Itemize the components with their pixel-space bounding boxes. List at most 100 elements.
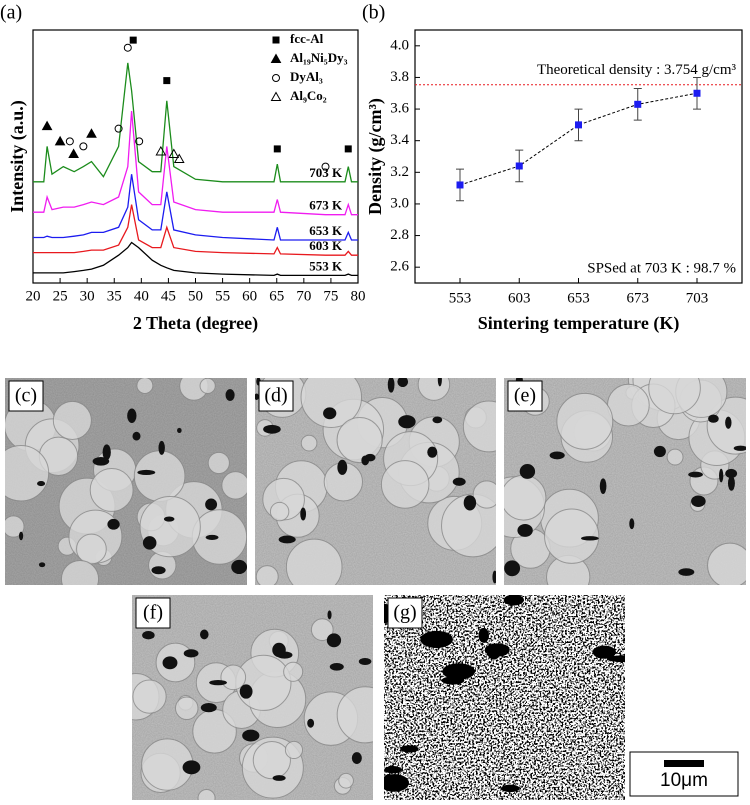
label-box <box>8 380 44 412</box>
y-axis-title: Intensity (a.u.) <box>7 100 28 213</box>
pore <box>688 471 703 478</box>
grain <box>285 538 343 585</box>
pore <box>142 630 155 640</box>
x-tick-label: 75 <box>323 288 338 304</box>
panel-label: (a) <box>0 2 22 24</box>
pore <box>132 431 141 441</box>
pore <box>397 378 409 388</box>
x-tick-label: 80 <box>351 288 366 304</box>
pore <box>272 642 286 658</box>
grain <box>89 468 134 512</box>
curve-label: 673 K <box>309 198 343 213</box>
grain <box>556 392 614 450</box>
pore <box>225 389 235 401</box>
curve-label: 603 K <box>309 238 343 253</box>
x-tick-label: 40 <box>134 288 149 304</box>
phase-marker <box>123 43 132 52</box>
reference-label: Theoretical density : 3.754 g/cm³ <box>537 62 737 78</box>
grain <box>300 378 363 428</box>
xrd-curve <box>33 174 358 241</box>
pore <box>452 477 466 486</box>
pore <box>127 408 137 424</box>
grain <box>207 451 230 475</box>
grain <box>283 661 304 682</box>
label-box <box>507 380 543 412</box>
grain <box>221 471 247 500</box>
dark-region <box>592 645 616 659</box>
pore <box>182 760 201 775</box>
grain <box>60 559 100 585</box>
phase-marker <box>173 153 185 164</box>
data-point <box>456 181 464 189</box>
micrograph-content <box>504 378 746 585</box>
legend-label: fcc-Al <box>290 31 324 46</box>
pore <box>678 568 695 576</box>
y-tick-label: 3.2 <box>390 164 409 180</box>
dark-region <box>442 663 476 680</box>
y-tick-label: 3.4 <box>390 132 409 148</box>
xrd-curve <box>33 241 358 277</box>
pore <box>183 649 199 658</box>
phase-marker <box>41 120 53 131</box>
pore <box>107 518 120 530</box>
phase-marker <box>86 128 97 138</box>
x-tick-label: 25 <box>53 288 68 304</box>
phase-marker <box>270 53 282 63</box>
grain <box>220 664 247 691</box>
label-box <box>387 597 423 629</box>
pore <box>200 629 209 640</box>
grain <box>666 448 684 466</box>
dark-region <box>441 676 465 685</box>
trend-line <box>459 92 698 186</box>
phase-marker <box>114 124 123 133</box>
micrograph-content <box>132 595 373 800</box>
pore <box>137 469 156 476</box>
dark-region <box>400 745 419 753</box>
pore <box>242 729 260 742</box>
pore <box>307 718 315 728</box>
micrograph: (e) <box>504 378 746 585</box>
phase-marker <box>168 148 180 158</box>
phase-marker <box>129 36 137 44</box>
y-tick-label: 3.6 <box>390 101 409 117</box>
grain <box>76 533 107 565</box>
x-tick-label: 673 <box>627 290 650 306</box>
dark-region <box>500 784 520 793</box>
pore <box>725 416 732 429</box>
pore <box>323 407 337 420</box>
label-box <box>258 380 294 412</box>
phase-marker <box>79 142 88 151</box>
pore <box>19 531 24 541</box>
grain <box>648 378 701 415</box>
data-point <box>575 121 582 129</box>
dark-region <box>384 766 402 774</box>
data-point <box>634 100 642 108</box>
grain <box>462 400 496 453</box>
x-tick-label: 653 <box>567 290 590 306</box>
pore <box>177 427 182 434</box>
xrd-curve <box>33 204 358 256</box>
grain <box>707 542 746 585</box>
curve-label: 653 K <box>309 223 343 238</box>
pore <box>158 440 165 455</box>
phase-marker <box>54 135 66 146</box>
pore <box>727 475 735 491</box>
x-tick-label: 50 <box>188 288 203 304</box>
pore <box>142 536 157 550</box>
pore <box>427 446 438 458</box>
scale-bar-label: 10μm <box>660 770 708 791</box>
pore <box>492 570 496 584</box>
phase-marker <box>163 77 171 85</box>
legend-label: Al₉Co₂ <box>290 88 327 103</box>
grain <box>310 618 334 642</box>
grain <box>544 508 600 564</box>
pore <box>337 459 348 475</box>
pore <box>205 498 218 511</box>
legend-label: Al₁₉Ni₅Dy₃ <box>290 50 348 65</box>
grain <box>136 378 154 395</box>
y-tick-label: 4.0 <box>390 37 409 53</box>
pore <box>437 378 442 387</box>
x-tick-label: 60 <box>242 288 257 304</box>
grain <box>338 772 354 789</box>
